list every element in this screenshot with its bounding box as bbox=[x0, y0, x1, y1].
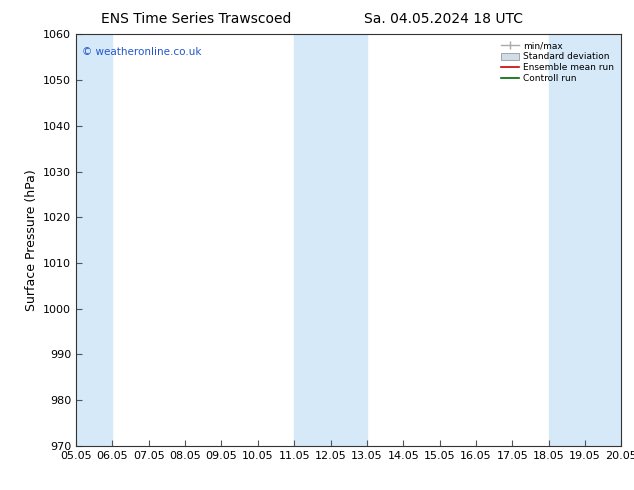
Bar bbox=[294, 34, 367, 446]
Text: © weatheronline.co.uk: © weatheronline.co.uk bbox=[82, 47, 201, 57]
Bar bbox=[76, 34, 112, 446]
Y-axis label: Surface Pressure (hPa): Surface Pressure (hPa) bbox=[25, 169, 37, 311]
Text: Sa. 04.05.2024 18 UTC: Sa. 04.05.2024 18 UTC bbox=[365, 12, 523, 26]
Bar bbox=[548, 34, 621, 446]
Legend: min/max, Standard deviation, Ensemble mean run, Controll run: min/max, Standard deviation, Ensemble me… bbox=[498, 39, 617, 86]
Text: ENS Time Series Trawscoed: ENS Time Series Trawscoed bbox=[101, 12, 292, 26]
